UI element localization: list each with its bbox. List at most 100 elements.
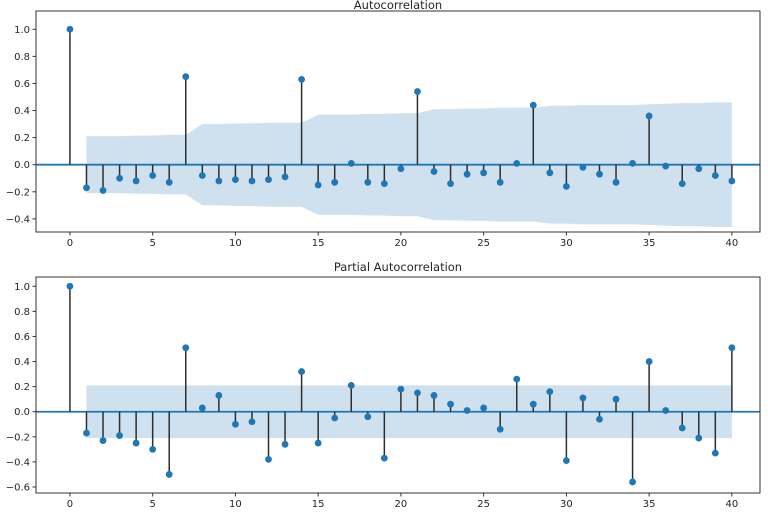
y-tick-label: 0.2 — [14, 382, 30, 393]
pacf-title: Partial Autocorrelation — [334, 260, 462, 274]
data-point — [529, 400, 537, 408]
data-point — [463, 170, 471, 178]
y-axis-ticks: 1.0 0.8 0.6 0.4 0.2 0.0 −0.2 −0.4 −0.6 — [6, 282, 36, 493]
data-point — [66, 282, 74, 290]
data-point — [513, 375, 521, 383]
y-tick-label: 0.0 — [14, 160, 30, 171]
y-tick-label: 0.0 — [14, 407, 30, 418]
x-tick-label: 20 — [395, 238, 408, 249]
data-point — [728, 177, 736, 185]
data-point — [678, 424, 686, 432]
y-tick-label: −0.2 — [6, 432, 30, 443]
x-tick-label: 5 — [149, 238, 155, 249]
x-tick-label: 0 — [67, 238, 73, 249]
data-point — [331, 178, 339, 186]
plot-border — [35, 10, 761, 233]
data-point — [298, 368, 306, 375]
data-point — [612, 178, 620, 186]
x-tick-label: 30 — [560, 499, 573, 510]
data-point — [380, 180, 388, 188]
data-point — [629, 159, 636, 167]
data-point — [66, 25, 74, 33]
data-point — [430, 168, 438, 175]
data-point — [149, 445, 157, 453]
data-point — [364, 413, 372, 421]
data-point — [116, 174, 123, 182]
x-tick-label: 20 — [395, 499, 408, 510]
data-point — [265, 176, 272, 183]
data-point — [711, 172, 719, 179]
data-point — [248, 418, 256, 426]
plot-border — [35, 276, 761, 494]
data-point — [380, 454, 388, 462]
data-point — [662, 407, 670, 414]
y-tick-label: −0.6 — [6, 482, 30, 493]
data-point — [116, 432, 123, 439]
markers — [66, 25, 736, 194]
data-point — [132, 177, 140, 185]
y-tick-label: −0.4 — [6, 457, 30, 468]
data-point — [149, 172, 157, 179]
data-point — [281, 440, 289, 448]
x-tick-label: 25 — [477, 238, 490, 249]
data-point — [347, 159, 355, 167]
data-point — [165, 471, 173, 478]
data-point — [314, 439, 322, 447]
data-point — [562, 457, 570, 465]
data-point — [695, 165, 703, 173]
data-point — [347, 381, 355, 389]
data-point — [645, 358, 653, 365]
data-point — [132, 439, 140, 447]
x-tick-label: 40 — [726, 499, 739, 510]
data-point — [711, 449, 719, 457]
y-tick-label: 1.0 — [14, 25, 30, 36]
stems — [69, 286, 733, 482]
data-point — [182, 344, 190, 352]
x-tick-label: 10 — [229, 238, 242, 249]
y-tick-label: 0.6 — [14, 332, 30, 343]
data-point — [364, 178, 372, 186]
data-point — [463, 407, 471, 414]
y-tick-label: 1.0 — [14, 282, 30, 293]
x-tick-label: 25 — [477, 499, 490, 510]
data-point — [612, 395, 620, 403]
data-point — [430, 392, 438, 399]
data-point — [397, 165, 405, 173]
data-point — [513, 159, 521, 167]
data-point — [215, 392, 223, 399]
data-point — [414, 88, 421, 95]
y-tick-label: 0.4 — [14, 357, 30, 368]
y-axis-ticks: 1.0 0.8 0.6 0.4 0.2 0.0 −0.2 −0.4 — [6, 25, 36, 225]
y-tick-label: −0.2 — [6, 187, 30, 198]
x-tick-label: 30 — [560, 238, 573, 249]
data-point — [728, 344, 736, 352]
data-point — [165, 178, 173, 186]
data-point — [215, 177, 223, 185]
data-point — [480, 169, 488, 177]
data-point — [298, 75, 306, 83]
acf-title: Autocorrelation — [354, 0, 442, 12]
x-tick-label: 10 — [229, 499, 242, 510]
data-point — [529, 101, 537, 109]
data-point — [496, 178, 504, 186]
y-tick-label: 0.8 — [14, 307, 30, 318]
data-point — [99, 437, 107, 444]
y-tick-label: 0.8 — [14, 52, 30, 63]
data-point — [265, 455, 272, 463]
y-tick-label: 0.4 — [14, 106, 30, 117]
data-point — [546, 388, 554, 396]
data-point — [232, 420, 239, 428]
data-point — [579, 394, 587, 402]
data-point — [562, 182, 570, 190]
data-point — [579, 164, 587, 171]
x-axis-ticks: 0 5 10 15 20 25 30 35 40 — [67, 232, 738, 249]
data-point — [546, 169, 554, 177]
data-point — [695, 434, 703, 442]
x-tick-label: 5 — [149, 499, 155, 510]
markers — [66, 282, 736, 486]
data-point — [99, 187, 107, 194]
y-tick-label: 0.6 — [14, 79, 30, 90]
x-tick-label: 15 — [312, 499, 325, 510]
y-tick-label: 0.2 — [14, 133, 30, 144]
